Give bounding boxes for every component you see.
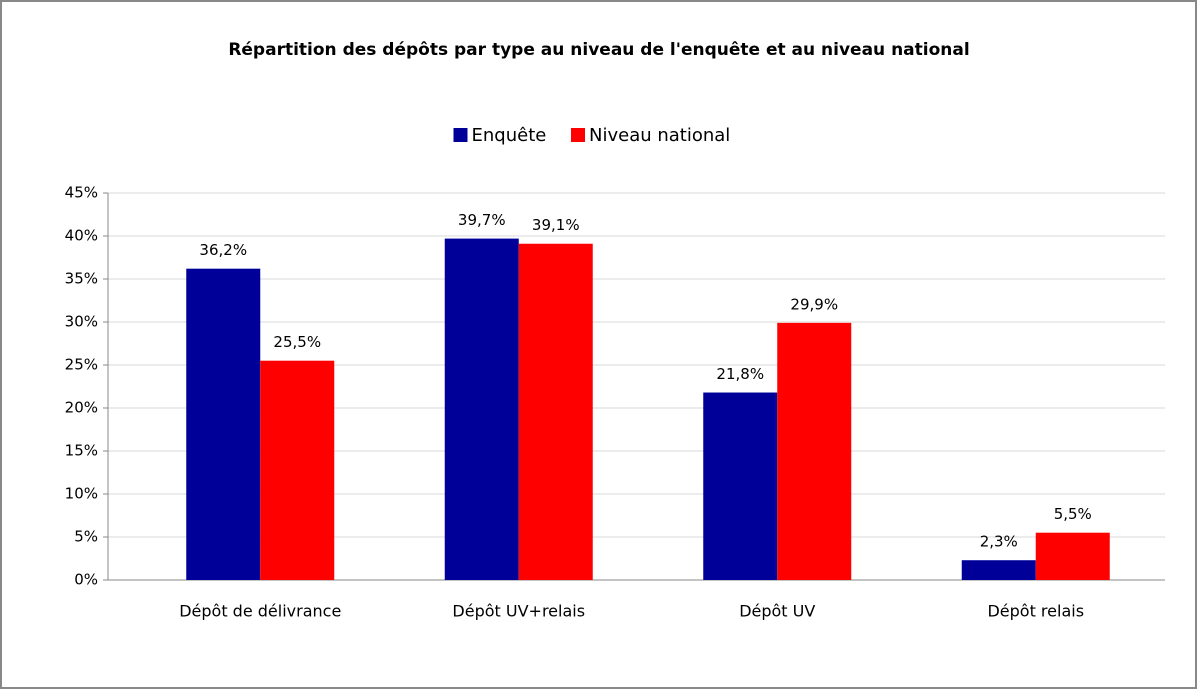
chart-title: Répartition des dépôts par type au nivea… <box>228 40 969 60</box>
value-label: 25,5% <box>273 333 321 351</box>
bar <box>961 560 1036 580</box>
legend-label: Enquête <box>472 125 547 146</box>
value-label: 2,3% <box>980 533 1018 551</box>
bar <box>518 243 593 581</box>
bar <box>1035 532 1110 580</box>
x-tick-label: Dépôt de délivrance <box>179 602 341 621</box>
value-label: 21,8% <box>716 365 764 383</box>
y-tick-label: 10% <box>65 485 98 503</box>
bar <box>260 360 335 580</box>
y-tick-label: 0% <box>74 571 98 589</box>
value-label: 39,7% <box>458 211 506 229</box>
legend-swatch <box>571 128 585 142</box>
bar <box>186 268 261 580</box>
legend-swatch <box>453 128 468 142</box>
y-tick-label: 45% <box>65 184 98 202</box>
y-tick-label: 15% <box>65 442 98 460</box>
y-tick-label: 40% <box>65 227 98 245</box>
x-tick-label: Dépôt relais <box>987 602 1084 621</box>
bar <box>777 322 852 580</box>
bar <box>703 392 778 580</box>
bar <box>444 238 519 580</box>
value-label: 36,2% <box>199 241 247 259</box>
x-tick-label: Dépôt UV+relais <box>452 602 585 621</box>
y-tick-label: 25% <box>65 356 98 374</box>
value-label: 5,5% <box>1054 505 1092 523</box>
legend-label: Niveau national <box>589 125 730 146</box>
y-tick-label: 20% <box>65 399 98 417</box>
y-tick-label: 5% <box>74 528 98 546</box>
y-tick-label: 35% <box>65 270 98 288</box>
value-label: 29,9% <box>790 295 838 313</box>
y-tick-label: 30% <box>65 313 98 331</box>
x-tick-label: Dépôt UV <box>739 602 815 621</box>
value-label: 39,1% <box>532 216 580 234</box>
